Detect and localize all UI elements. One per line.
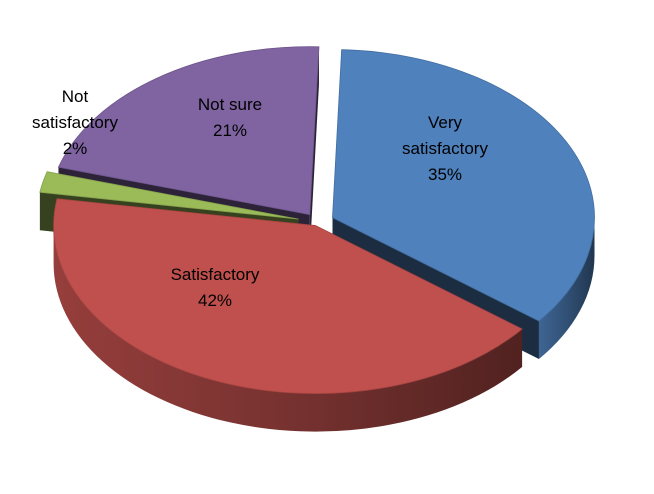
slice-side-satisfactory — [53, 225, 523, 432]
slice-not-satisfactory — [39, 171, 299, 220]
slice-name-label: Not — [62, 87, 89, 106]
slice-not-sure — [57, 46, 320, 216]
pie-labels: Very satisfactory 35% Satisfactory 42% Not sat… — [32, 87, 488, 310]
slice-label-very-satisfactory: Very satisfactory 35% — [402, 113, 488, 184]
slice-label-satisfactory: Satisfactory 42% — [171, 265, 260, 310]
slice-label-not-satisfactory: Not satisfactory 2% — [32, 87, 118, 158]
slice-side-very-satisfactory — [538, 217, 595, 360]
slice-value-label: 42% — [198, 291, 232, 310]
slice-name-label: Satisfactory — [171, 265, 260, 284]
slice-very-satisfactory — [332, 49, 595, 322]
slice-value-label: 2% — [63, 139, 88, 158]
slice-name-label: satisfactory — [402, 139, 488, 158]
slice-name-label: satisfactory — [32, 113, 118, 132]
slice-value-label: 35% — [428, 165, 462, 184]
slice-value-label: 21% — [213, 121, 247, 140]
slice-satisfactory — [53, 198, 523, 394]
slice-name-label: Not sure — [198, 95, 262, 114]
slice-edge-not-sure-1 — [309, 46, 319, 253]
pie-tops — [39, 46, 595, 394]
slice-name-label: Very — [428, 113, 463, 132]
slice-label-not-sure: Not sure 21% — [198, 95, 262, 140]
